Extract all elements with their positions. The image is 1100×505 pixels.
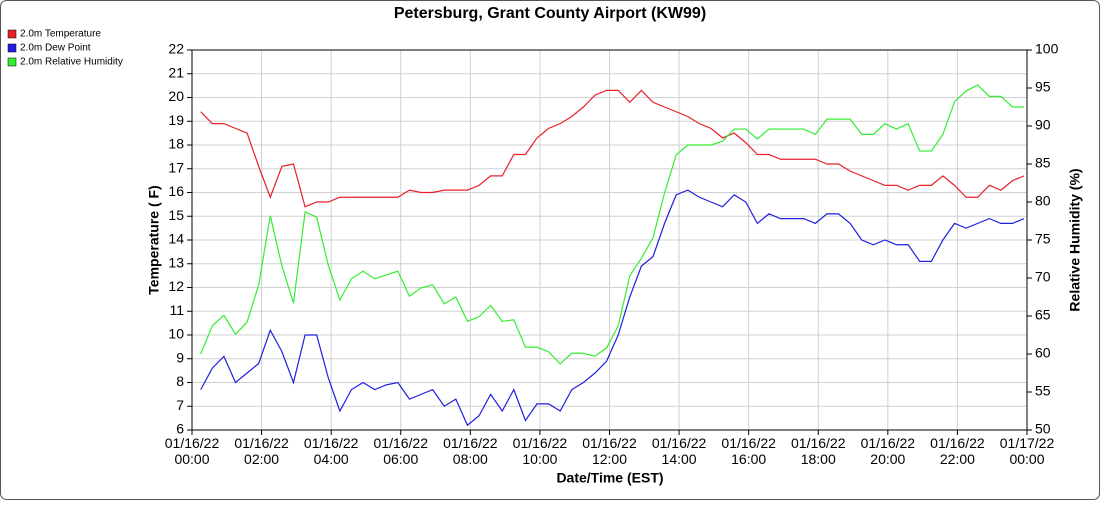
y-tick-label: 20 xyxy=(168,88,184,104)
x-tick-label: 01/16/22 06:00 xyxy=(374,435,429,467)
legend-swatch xyxy=(7,57,17,67)
x-tick-label: 01/16/22 20:00 xyxy=(861,435,916,467)
y2-tick-label: 70 xyxy=(1035,269,1051,285)
x-tick-label: 01/16/22 12:00 xyxy=(582,435,637,467)
x-tick-label: 01/16/22 18:00 xyxy=(791,435,846,467)
y-axis-label: Temperature ( F) xyxy=(146,185,162,294)
y-tick-label: 22 xyxy=(168,41,184,57)
x-tick-label: 01/16/22 14:00 xyxy=(652,435,707,467)
y2-tick-label: 65 xyxy=(1035,307,1051,323)
y-tick-label: 8 xyxy=(176,373,184,389)
x-tick-label: 01/17/22 00:00 xyxy=(1000,435,1055,467)
y2-tick-label: 90 xyxy=(1035,117,1051,133)
y-tick-label: 17 xyxy=(168,159,184,175)
y2-tick-label: 55 xyxy=(1035,383,1051,399)
x-tick-label: 01/16/22 22:00 xyxy=(930,435,985,467)
x-tick-label: 01/16/22 16:00 xyxy=(721,435,776,467)
plot-area xyxy=(191,49,1028,431)
y-tick-label: 16 xyxy=(168,183,184,199)
y-tick-label: 6 xyxy=(176,421,184,437)
y2-tick-label: 60 xyxy=(1035,345,1051,361)
y-tick-label: 15 xyxy=(168,207,184,223)
y2-tick-label: 95 xyxy=(1035,79,1051,95)
y-tick-label: 10 xyxy=(168,326,184,342)
y2-tick-label: 75 xyxy=(1035,231,1051,247)
y-tick-label: 13 xyxy=(168,254,184,270)
y-tick-label: 11 xyxy=(169,302,184,318)
x-tick-label: 01/16/22 08:00 xyxy=(443,435,498,467)
legend-swatch xyxy=(7,29,17,39)
y-tick-label: 18 xyxy=(168,136,184,152)
y-tick-label: 9 xyxy=(176,349,184,365)
y2-tick-label: 80 xyxy=(1035,193,1051,209)
legend-label: 2.0m Dew Point xyxy=(20,43,91,54)
y2-axis-label: Relative Humidity (%) xyxy=(1067,168,1083,311)
y2-tick-label: 50 xyxy=(1035,421,1051,437)
series-line xyxy=(200,189,1025,427)
x-tick-label: 01/16/22 00:00 xyxy=(165,435,220,467)
legend-label: 2.0m Relative Humidity xyxy=(20,57,123,68)
y-tick-label: 19 xyxy=(168,112,184,128)
y-tick-label: 12 xyxy=(168,278,184,294)
series-line xyxy=(200,84,1025,365)
legend-swatch xyxy=(7,43,17,53)
y-tick-label: 21 xyxy=(168,64,184,80)
series-line xyxy=(200,89,1025,208)
chart-title: Petersburg, Grant County Airport (KW99) xyxy=(394,5,706,22)
x-tick-label: 01/16/22 04:00 xyxy=(304,435,359,467)
x-tick-label: 01/16/22 02:00 xyxy=(234,435,289,467)
y2-tick-label: 100 xyxy=(1035,41,1059,57)
y2-tick-label: 85 xyxy=(1035,155,1051,171)
y-tick-label: 7 xyxy=(176,397,184,413)
legend-label: 2.0m Temperature xyxy=(20,29,101,40)
y-tick-label: 14 xyxy=(168,231,184,247)
x-axis-label: Date/Time (EST) xyxy=(556,470,663,486)
x-tick-label: 01/16/22 10:00 xyxy=(513,435,568,467)
